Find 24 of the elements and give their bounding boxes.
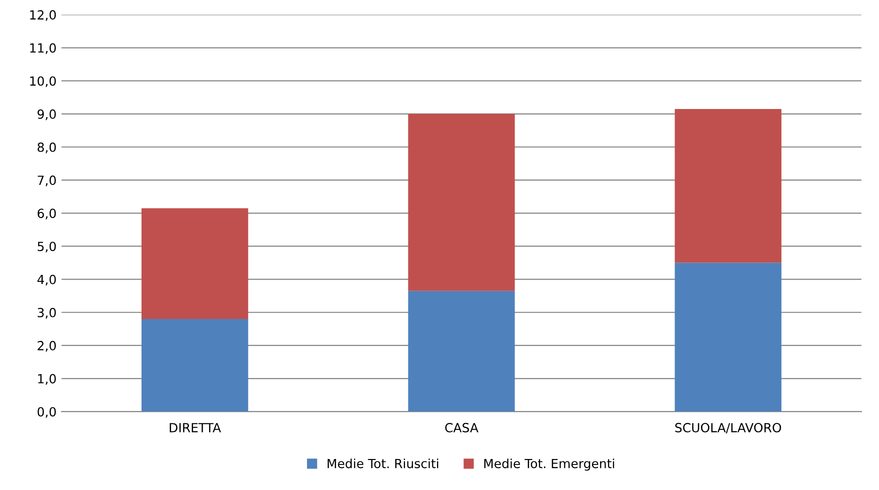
bar xyxy=(408,290,515,412)
x-tick-label: SCUOLA/LAVORO xyxy=(675,422,782,434)
y-tick-label: 6,0 xyxy=(38,208,56,220)
y-tick-label: 12,0 xyxy=(30,10,56,21)
y-tick-label: 11,0 xyxy=(30,43,56,54)
bar xyxy=(674,108,782,263)
legend-label: Medie Tot. Riusciti xyxy=(328,458,438,468)
y-tick-label: 5,0 xyxy=(38,242,56,252)
bar xyxy=(142,318,248,412)
bar xyxy=(674,262,782,412)
y-tick-label: 1,0 xyxy=(38,374,56,385)
y-tick-label: 2,0 xyxy=(38,340,56,352)
y-tick-label: 4,0 xyxy=(37,274,56,286)
bar xyxy=(408,114,515,291)
y-tick-label: 7,0 xyxy=(38,176,56,186)
y-tick-label: 8,0 xyxy=(38,142,56,154)
y-tick-label: 9,0 xyxy=(38,109,56,120)
y-tick-label: 3,0 xyxy=(38,308,56,319)
y-tick-label: 0,0 xyxy=(38,407,56,418)
x-tick-label: DIRETTA xyxy=(170,423,222,432)
y-tick-label: 10,0 xyxy=(30,76,56,88)
bar xyxy=(142,208,248,319)
x-tick-label: CASA xyxy=(445,422,478,432)
legend-label: Medie Tot. Emergenti xyxy=(484,458,614,471)
